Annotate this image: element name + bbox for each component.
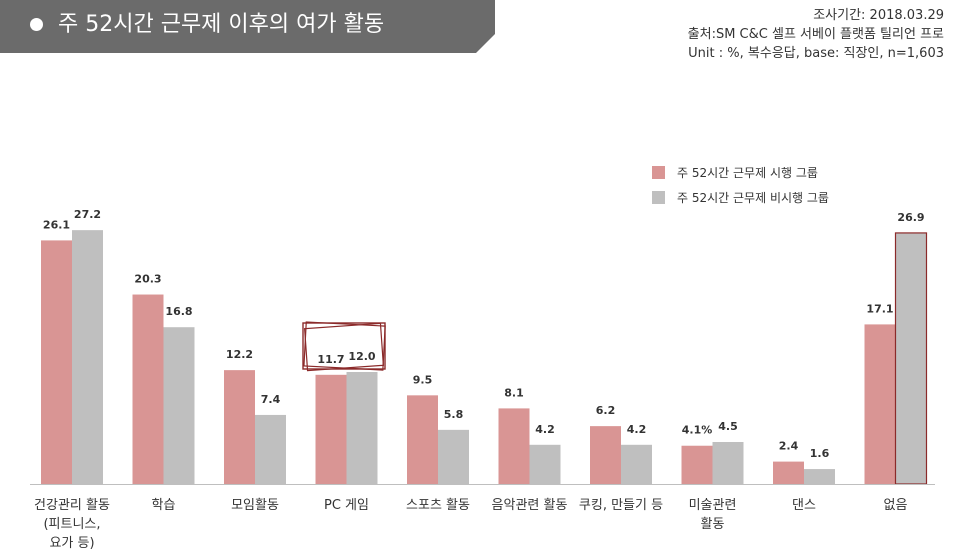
- bar-s1-0: [41, 240, 72, 484]
- bar-s1-4: [407, 395, 438, 484]
- bar-s2-5: [529, 444, 561, 484]
- x-tick-label-1: 학습: [152, 498, 176, 513]
- data-label-s1-2: 12.2: [226, 348, 253, 361]
- x-tick-label-5: 음악관련 활동: [492, 498, 568, 513]
- bullet-icon: [30, 18, 43, 31]
- legend-item-series1: 주 52시간 근무제 시행 그룹: [652, 160, 829, 185]
- bar-s1-5: [498, 408, 530, 484]
- x-tick-label-0-line1: (피트니스,: [43, 517, 100, 532]
- bar-s1-9: [864, 324, 896, 484]
- bar-s2-6: [621, 444, 652, 484]
- data-label-s1-3: 11.7: [317, 353, 344, 366]
- data-label-s1-7: 4.1%: [682, 424, 713, 437]
- x-tick-label-2: 모임활동: [231, 498, 279, 513]
- x-tick-label-0-line0: 건강관리 활동: [34, 498, 110, 513]
- data-label-s1-8: 2.4: [779, 440, 799, 453]
- data-label-s1-9: 17.1: [866, 302, 893, 315]
- title-banner-shape: [0, 0, 495, 53]
- bar-s1-2: [224, 370, 255, 484]
- data-label-s2-6: 4.2: [627, 423, 647, 436]
- highlight-frame-1: [302, 322, 386, 370]
- chart-legend: 주 52시간 근무제 시행 그룹 주 52시간 근무제 비시행 그룹: [652, 160, 829, 210]
- page-title: 주 52시간 근무제 이후의 여가 활동: [58, 12, 385, 37]
- data-label-s2-0: 27.2: [74, 208, 101, 221]
- bar-s1-6: [590, 426, 621, 484]
- title-banner: 주 52시간 근무제 이후의 여가 활동: [0, 0, 495, 53]
- data-label-s1-5: 8.1: [504, 386, 524, 399]
- x-tick-label-7-line0: 미술관련: [689, 498, 737, 513]
- chart-meta: 조사기간: 2018.03.29 출처:SM C&C 셀프 서베이 플랫폼 틸리…: [688, 6, 944, 63]
- unit-note: Unit : %, 복수응답, base: 직장인, n=1,603: [688, 46, 944, 61]
- bar-s2-1: [163, 327, 195, 484]
- data-label-s1-1: 20.3: [134, 273, 161, 286]
- bar-s2-8: [804, 469, 835, 484]
- data-label-s2-8: 1.6: [810, 447, 830, 460]
- x-tick-label-0-line2: 요가 등): [49, 536, 94, 551]
- legend-item-series2: 주 52시간 근무제 비시행 그룹: [652, 185, 829, 210]
- bar-s2-2: [255, 414, 286, 484]
- x-tick-label-4: 스포츠 활동: [406, 498, 470, 513]
- x-tick-label-8: 댄스: [792, 498, 816, 513]
- data-label-s2-1: 16.8: [165, 305, 192, 318]
- data-label-s2-3: 12.0: [348, 350, 375, 363]
- legend-swatch-series1: [652, 166, 665, 179]
- bar-s1-1: [132, 294, 164, 484]
- bar-s2-0: [72, 230, 103, 484]
- data-label-s1-0: 26.1: [43, 218, 70, 231]
- x-tick-label-3: PC 게임: [324, 498, 369, 513]
- x-tick-label-6: 쿠킹, 만들기 등: [579, 498, 663, 513]
- data-label-s2-9: 26.9: [897, 211, 924, 224]
- bar-s2-4: [438, 429, 469, 484]
- bar-s2-3: [346, 372, 378, 484]
- legend-swatch-series2: [652, 191, 665, 204]
- data-label-s2-4: 5.8: [444, 408, 464, 421]
- source-note: 출처:SM C&C 셀프 서베이 플랫폼 틸리언 프로: [687, 27, 944, 42]
- bar-s2-7: [712, 442, 744, 484]
- bar-s1-7: [681, 445, 713, 484]
- survey-date: 조사기간: 2018.03.29: [813, 8, 944, 23]
- data-label-s2-5: 4.2: [535, 423, 555, 436]
- legend-label-series1: 주 52시간 근무제 시행 그룹: [677, 166, 818, 180]
- data-label-s2-2: 7.4: [261, 393, 281, 406]
- bar-s1-3: [315, 374, 347, 484]
- highlight-frame-3: [303, 321, 386, 371]
- data-label-s1-4: 9.5: [413, 373, 433, 386]
- bar-s2-9: [894, 232, 928, 485]
- x-tick-label-9: 없음: [884, 498, 908, 513]
- data-label-s2-7: 4.5: [718, 420, 738, 433]
- x-tick-label-7-line1: 활동: [701, 517, 725, 532]
- bar-s1-8: [773, 461, 804, 484]
- legend-label-series2: 주 52시간 근무제 비시행 그룹: [677, 191, 829, 205]
- data-label-s1-6: 6.2: [596, 404, 616, 417]
